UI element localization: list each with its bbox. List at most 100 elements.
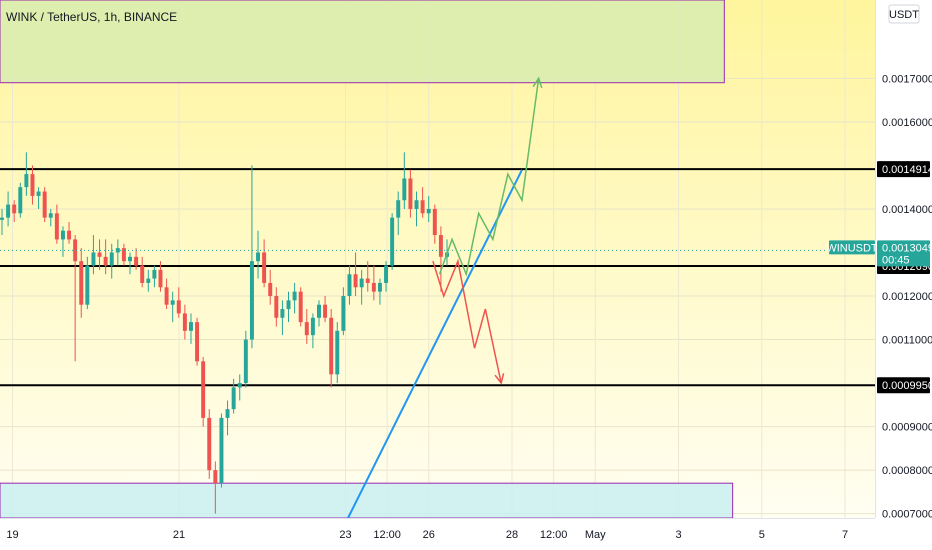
- candle-body[interactable]: [182, 313, 187, 331]
- candle-body[interactable]: [323, 304, 328, 318]
- drawings: [347, 76, 543, 519]
- candle-body[interactable]: [384, 265, 389, 283]
- candle-body[interactable]: [280, 309, 285, 318]
- time-tick-label: May: [585, 529, 606, 541]
- candle-body[interactable]: [377, 282, 382, 292]
- candle-body[interactable]: [390, 217, 395, 266]
- candle-body[interactable]: [79, 261, 84, 305]
- candle-body[interactable]: [426, 208, 431, 214]
- candle-body[interactable]: [365, 278, 370, 283]
- price-tick-label: 0.0012000: [882, 291, 932, 303]
- candle-body[interactable]: [54, 213, 59, 240]
- candle-body[interactable]: [6, 204, 11, 218]
- candle-body[interactable]: [91, 252, 96, 266]
- candle-body[interactable]: [414, 200, 419, 209]
- candle-body[interactable]: [73, 239, 78, 262]
- candle-body[interactable]: [249, 261, 254, 340]
- candle-body[interactable]: [36, 191, 41, 196]
- candle-body[interactable]: [67, 230, 72, 240]
- bearish-projection-arrow-arrowhead: [494, 373, 505, 385]
- candle-body[interactable]: [335, 330, 340, 375]
- candle-body[interactable]: [268, 282, 273, 296]
- time-tick-label: 21: [173, 529, 185, 541]
- candle-body[interactable]: [256, 252, 261, 262]
- candle-body[interactable]: [213, 470, 218, 484]
- candle-body[interactable]: [341, 296, 346, 331]
- trend-line: [347, 169, 523, 519]
- candle-body[interactable]: [170, 300, 175, 305]
- time-axis[interactable]: 19 21 23 12:00 26 28 12:00 May 3 5 7: [6, 529, 848, 541]
- candle-body[interactable]: [164, 287, 169, 305]
- price-tick-label: 0.0017000: [882, 73, 932, 85]
- price-tick-label: 0.0009000: [882, 422, 932, 434]
- candle-body[interactable]: [201, 361, 206, 418]
- candle-body[interactable]: [243, 339, 248, 384]
- candle-body[interactable]: [0, 217, 4, 220]
- time-axis-background: [0, 518, 875, 550]
- candle-body[interactable]: [140, 265, 145, 283]
- bullish-projection-arrow: [438, 78, 540, 277]
- time-tick-label: 5: [759, 529, 765, 541]
- candle-body[interactable]: [371, 282, 376, 292]
- candle-body[interactable]: [317, 304, 321, 318]
- candle-body[interactable]: [292, 291, 297, 301]
- currency-badge[interactable]: USDT: [888, 4, 920, 24]
- level-price-tag-label: 0.0009950: [882, 380, 932, 392]
- candle-body[interactable]: [347, 274, 352, 296]
- candle-body[interactable]: [24, 174, 29, 188]
- candle-body[interactable]: [231, 387, 236, 410]
- candles[interactable]: [0, 152, 449, 514]
- candle-body[interactable]: [48, 213, 53, 218]
- candle-body[interactable]: [158, 269, 163, 288]
- candle-body[interactable]: [408, 178, 413, 209]
- last-price-tag: [877, 240, 930, 267]
- candle-body[interactable]: [176, 300, 181, 314]
- candle-body[interactable]: [298, 291, 303, 323]
- candle-body[interactable]: [262, 252, 267, 283]
- price-tick-label: 0.0008000: [882, 465, 932, 477]
- price-tick-label: 0.0011000: [882, 335, 932, 347]
- candle-body[interactable]: [188, 322, 193, 331]
- candle-body[interactable]: [207, 417, 212, 471]
- candle-body[interactable]: [121, 248, 126, 262]
- candle-body[interactable]: [60, 230, 65, 240]
- candle-body[interactable]: [146, 278, 151, 283]
- candle-body[interactable]: [219, 417, 224, 484]
- candle-body[interactable]: [42, 191, 47, 218]
- candle-body[interactable]: [30, 174, 35, 196]
- candle-body[interactable]: [134, 256, 139, 266]
- candle-body[interactable]: [274, 296, 279, 318]
- candle-body[interactable]: [237, 383, 242, 388]
- candle-body[interactable]: [286, 300, 291, 310]
- candle-body[interactable]: [109, 252, 114, 266]
- candle-body[interactable]: [152, 269, 157, 279]
- candle-body[interactable]: [115, 248, 120, 253]
- price-axis[interactable]: 0.0017000 0.0016000 0.0014000 0.0012000 0.00…: [882, 73, 932, 520]
- price-tick-label: 0.0014000: [882, 204, 932, 216]
- candle-body[interactable]: [195, 322, 200, 362]
- candle-body[interactable]: [225, 409, 230, 418]
- time-tick-label: 23: [339, 529, 351, 541]
- candle-body[interactable]: [329, 317, 334, 375]
- resistance-zone: [0, 0, 725, 84]
- candle-body[interactable]: [310, 317, 315, 336]
- candle-body[interactable]: [128, 256, 132, 262]
- candle-body[interactable]: [304, 322, 309, 336]
- candle-body[interactable]: [85, 265, 90, 305]
- candle-body[interactable]: [438, 235, 443, 257]
- candle-body[interactable]: [432, 208, 437, 236]
- candle-body[interactable]: [103, 256, 108, 266]
- time-tick-label: 28: [506, 529, 518, 541]
- candle-body[interactable]: [12, 204, 17, 214]
- candle-body[interactable]: [402, 178, 407, 201]
- candle-body[interactable]: [396, 200, 401, 218]
- horizontal-levels: [0, 168, 875, 387]
- candle-body[interactable]: [353, 274, 358, 288]
- level-price-tag: [877, 377, 930, 394]
- candle-body[interactable]: [420, 200, 425, 214]
- support-zone: [0, 482, 734, 519]
- candle-body[interactable]: [97, 252, 102, 257]
- candle-body[interactable]: [18, 187, 23, 214]
- candle-body[interactable]: [359, 278, 364, 288]
- countdown-label: 00:45: [882, 254, 910, 266]
